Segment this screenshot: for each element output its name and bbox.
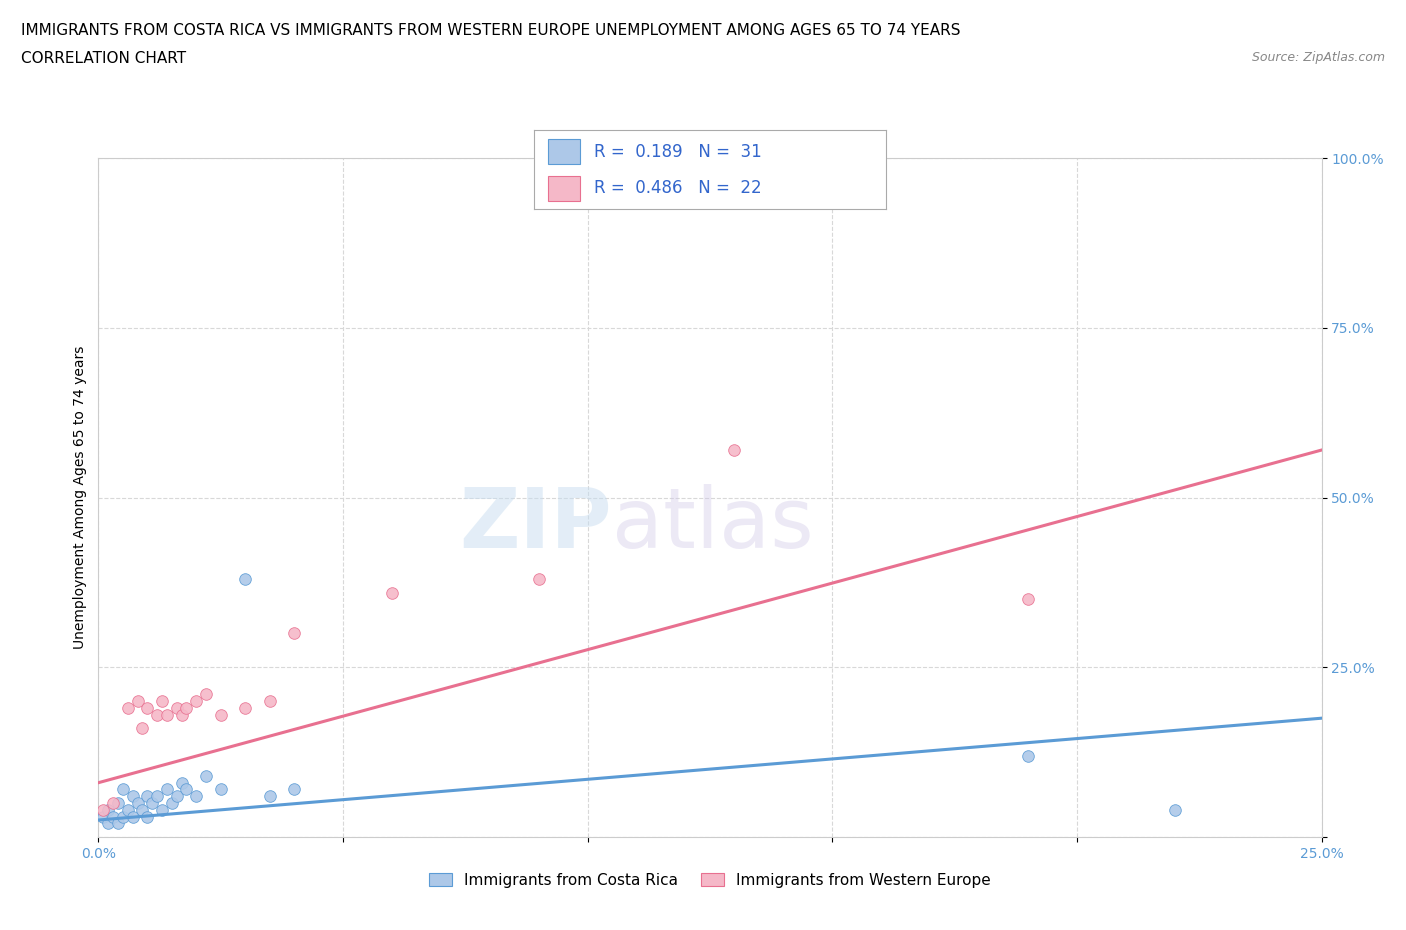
Point [527, 572, 550, 587]
Point [381, 585, 404, 600]
Point [209, 782, 232, 797]
Point [723, 443, 745, 458]
Text: IMMIGRANTS FROM COSTA RICA VS IMMIGRANTS FROM WESTERN EUROPE UNEMPLOYMENT AMONG : IMMIGRANTS FROM COSTA RICA VS IMMIGRANTS… [21, 23, 960, 38]
Text: R =  0.486   N =  22: R = 0.486 N = 22 [593, 179, 762, 197]
Point [97, 816, 120, 830]
Point [97, 803, 120, 817]
Point [121, 789, 143, 804]
Point [107, 816, 129, 830]
Point [170, 708, 193, 723]
Point [156, 708, 179, 723]
Point [146, 708, 169, 723]
Text: R =  0.189   N =  31: R = 0.189 N = 31 [593, 142, 762, 161]
Point [283, 626, 305, 641]
Point [91, 809, 114, 824]
Point [117, 700, 139, 715]
Y-axis label: Unemployment Among Ages 65 to 74 years: Unemployment Among Ages 65 to 74 years [73, 346, 87, 649]
Point [186, 789, 208, 804]
Point [131, 721, 153, 736]
Text: Source: ZipAtlas.com: Source: ZipAtlas.com [1251, 51, 1385, 64]
Point [111, 782, 134, 797]
Point [170, 776, 193, 790]
Point [259, 694, 281, 709]
Point [117, 803, 139, 817]
Point [176, 782, 198, 797]
Point [1164, 803, 1187, 817]
Point [156, 782, 179, 797]
Legend: Immigrants from Costa Rica, Immigrants from Western Europe: Immigrants from Costa Rica, Immigrants f… [423, 867, 997, 894]
Bar [548, 139, 579, 165]
Point [127, 694, 149, 709]
Text: atlas: atlas [612, 485, 814, 565]
Point [259, 789, 281, 804]
Point [131, 803, 153, 817]
Point [1017, 592, 1039, 607]
Point [91, 803, 114, 817]
Point [1017, 748, 1039, 763]
Point [107, 796, 129, 811]
Point [121, 809, 143, 824]
Point [209, 708, 232, 723]
Point [101, 796, 124, 811]
Point [146, 789, 169, 804]
Point [186, 694, 208, 709]
Point [150, 803, 173, 817]
Point [176, 700, 198, 715]
Point [127, 796, 149, 811]
Point [136, 809, 159, 824]
Point [141, 796, 163, 811]
Point [136, 789, 159, 804]
Point [101, 809, 124, 824]
Point [195, 768, 218, 783]
Text: ZIP: ZIP [460, 485, 612, 565]
Point [166, 789, 188, 804]
Point [233, 700, 256, 715]
Point [160, 796, 183, 811]
Point [166, 700, 188, 715]
Point [195, 687, 218, 702]
Point [233, 572, 256, 587]
Point [136, 700, 159, 715]
Point [283, 782, 305, 797]
Point [150, 694, 173, 709]
Point [111, 809, 134, 824]
Text: CORRELATION CHART: CORRELATION CHART [21, 51, 186, 66]
Bar [548, 176, 579, 202]
